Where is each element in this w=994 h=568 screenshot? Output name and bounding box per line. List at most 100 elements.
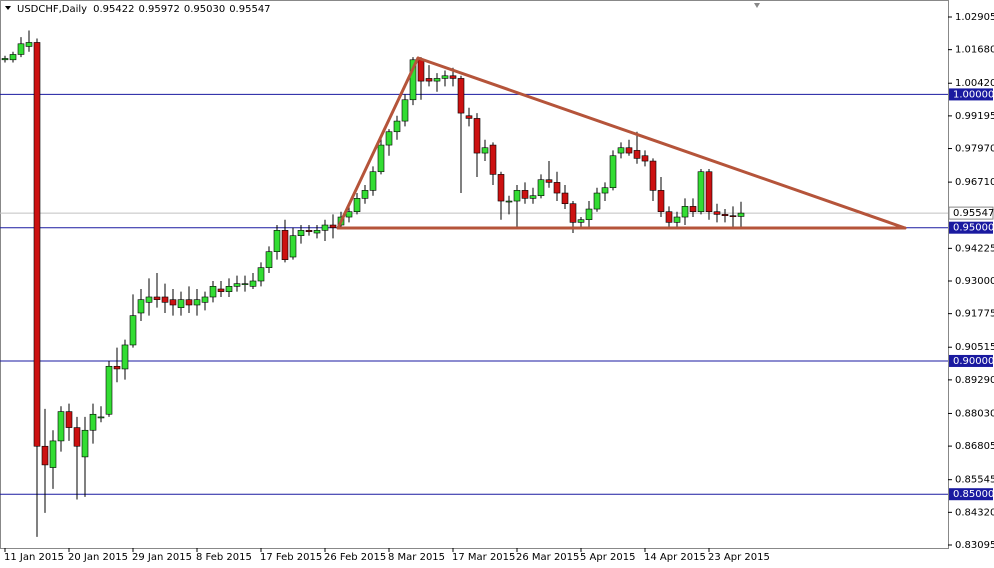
candle-body (217, 288, 225, 292)
level-label-box (949, 221, 993, 234)
x-tick-label: 5 Apr 2015 (580, 552, 635, 563)
candle-body (225, 286, 233, 292)
candle-body (593, 192, 601, 210)
candle-body (689, 206, 697, 213)
candle-body (673, 216, 681, 223)
x-tick-label: 8 Feb 2015 (196, 552, 252, 563)
candle-body (393, 120, 401, 133)
plot-frame (0, 0, 949, 549)
y-tick-label: 0.94225 (955, 243, 994, 254)
pattern-drawing (336, 56, 907, 230)
level-label: 0.85000 (953, 489, 994, 500)
candle-body (369, 171, 377, 191)
x-tick-label: 8 Mar 2015 (388, 552, 445, 563)
axis-layer: 1.02905 1.01680 1.00420 0.99195 0.97970 0.967… (4, 12, 994, 563)
candle-body (241, 283, 249, 285)
y-tick-label: 1.00420 (955, 78, 994, 89)
candle-body (737, 212, 745, 217)
candle-body (289, 235, 297, 258)
candle-body (569, 203, 577, 223)
y-tick-label: 0.83095 (955, 540, 994, 551)
candle-body (697, 171, 705, 213)
candle-body (121, 344, 129, 370)
candle-body (649, 160, 657, 191)
candle-body (169, 299, 177, 306)
candle-body (49, 440, 57, 468)
candle-body (145, 296, 153, 303)
menu-arrow[interactable] (5, 6, 11, 10)
x-tick-label: 26 Feb 2015 (324, 552, 386, 563)
trend-line (336, 56, 420, 230)
candle-body (385, 131, 393, 146)
level-label: 0.90000 (953, 356, 994, 367)
level-label-box (949, 488, 993, 501)
candle-body (729, 215, 737, 217)
candle-body (449, 75, 457, 79)
candle-body (73, 427, 81, 447)
y-tick-label: 0.90515 (955, 342, 994, 353)
y-tick-label: 0.97970 (955, 144, 994, 155)
x-tick-label: 14 Apr 2015 (644, 552, 706, 563)
candle-body (577, 219, 585, 223)
candle-body (377, 144, 385, 173)
scroll-marker (754, 3, 760, 8)
level-label-box (949, 354, 993, 367)
x-tick-label: 17 Mar 2015 (452, 552, 515, 563)
candle-body (177, 299, 185, 308)
candle-body (297, 230, 305, 236)
candle-body (553, 182, 561, 194)
candle-body (305, 230, 313, 232)
candle-body (641, 155, 649, 162)
candle-body (281, 230, 289, 260)
candle-body (505, 200, 513, 203)
level-label-box (949, 88, 993, 101)
y-tick-label: 0.86805 (955, 441, 994, 452)
trend-line (416, 56, 907, 230)
candle-body (97, 416, 105, 419)
y-tick-label: 0.93000 (955, 276, 994, 287)
candle-body (401, 99, 409, 122)
candles-layer (1, 30, 745, 537)
candle-body (609, 155, 617, 189)
candle-body (481, 147, 489, 154)
candle-body (497, 174, 505, 202)
last-price-box (948, 206, 994, 220)
y-tick-label: 0.88030 (955, 408, 994, 419)
candle-body (473, 118, 481, 154)
chart-header: USDCHF,Daily 0.95422 0.95972 0.95030 0.95547 (17, 4, 271, 15)
candle-body (9, 54, 17, 61)
candle-body (321, 224, 329, 231)
candle-body (713, 211, 721, 215)
candle-body (33, 42, 41, 447)
candle-body (465, 115, 473, 119)
candle-body (105, 365, 113, 415)
y-tick-label: 0.99195 (955, 111, 994, 122)
candle-body (665, 211, 673, 223)
candle-body (193, 299, 201, 306)
y-tick-label: 0.85545 (955, 475, 994, 486)
x-tick-label: 20 Jan 2015 (68, 552, 128, 563)
candle-body (89, 413, 97, 431)
candle-body (129, 315, 137, 346)
candle-body (233, 283, 241, 287)
candle-body (441, 75, 449, 79)
candle-body (417, 59, 425, 82)
x-tick-label: 29 Jan 2015 (132, 552, 192, 563)
candle-body (273, 230, 281, 252)
candle-body (681, 206, 689, 218)
chart-title: USDCHF,Daily (17, 4, 87, 15)
y-tick-label: 0.96710 (955, 177, 994, 188)
ohlc-value: 0.95547 (229, 4, 270, 15)
candle-body (209, 286, 217, 298)
candle-body (313, 230, 321, 234)
candle-body (41, 445, 49, 466)
last-price-label: 0.95547 (953, 208, 994, 219)
candle-body (545, 179, 553, 183)
candle-body (513, 190, 521, 202)
candle-body (529, 195, 537, 199)
candle-body (265, 251, 273, 268)
y-tick-label: 0.84320 (955, 507, 994, 518)
y-tick-label: 1.02905 (955, 12, 994, 23)
x-tick-label: 26 Mar 2015 (516, 552, 579, 563)
ohlc-value: 0.95422 (93, 4, 134, 15)
